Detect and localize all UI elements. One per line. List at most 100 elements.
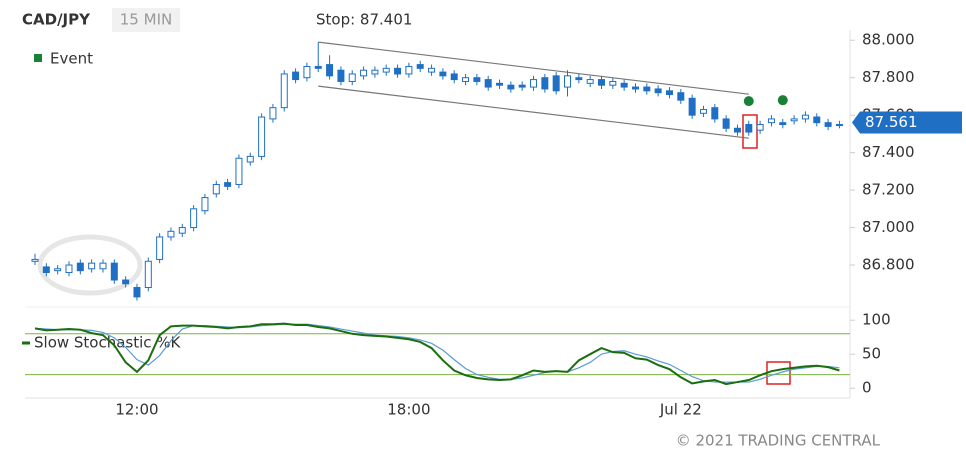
event-marker bbox=[777, 95, 788, 106]
candle-body bbox=[699, 109, 707, 114]
chart-subtitle: 15 MIN bbox=[120, 11, 172, 29]
candle-body bbox=[212, 183, 220, 195]
candle-body bbox=[88, 262, 96, 270]
candle-body bbox=[144, 260, 152, 289]
x-tick-label: 18:00 bbox=[387, 401, 430, 419]
candle-body bbox=[530, 79, 538, 88]
candle-body bbox=[835, 124, 843, 127]
candle-body bbox=[326, 64, 334, 77]
candle-body bbox=[428, 67, 436, 73]
candle-body bbox=[711, 107, 719, 120]
candle-body bbox=[31, 258, 39, 262]
last-price-label: 87.561 bbox=[865, 113, 918, 131]
legend-label: Event bbox=[50, 50, 93, 68]
candle-body bbox=[156, 236, 164, 260]
subtitle-box bbox=[112, 8, 180, 32]
candle-body bbox=[416, 64, 424, 69]
candle-body bbox=[382, 67, 390, 73]
candle-body bbox=[269, 107, 277, 120]
annotation: Stop: 87.401 bbox=[316, 11, 412, 29]
candle-body bbox=[246, 155, 254, 163]
candle-body bbox=[258, 116, 266, 157]
candle-body bbox=[801, 114, 809, 120]
candle-body bbox=[518, 84, 526, 88]
candle-body bbox=[462, 77, 470, 82]
candle-body bbox=[598, 79, 605, 86]
watermark bbox=[37, 234, 143, 296]
candle-body bbox=[405, 65, 413, 75]
candle-body bbox=[133, 287, 141, 298]
candle-body bbox=[122, 279, 130, 285]
chart-title: CAD/JPY bbox=[22, 11, 91, 29]
legend-label: Slow Stochastic %K bbox=[34, 334, 182, 352]
candle-body bbox=[178, 227, 186, 234]
series-line bbox=[34, 322, 840, 386]
candle-body bbox=[54, 268, 62, 272]
highlight-box bbox=[742, 114, 758, 149]
candle-body bbox=[190, 208, 198, 229]
legend-swatch bbox=[34, 54, 42, 62]
candle-body bbox=[688, 97, 696, 116]
candle-body bbox=[620, 82, 628, 88]
x-tick-label: 12:00 bbox=[115, 401, 158, 419]
candle-body bbox=[224, 182, 232, 187]
candle-body bbox=[280, 73, 288, 109]
candle-body bbox=[99, 262, 107, 270]
candle-body bbox=[76, 262, 84, 272]
candle-body bbox=[65, 264, 73, 274]
candle-body bbox=[42, 266, 50, 274]
candle-body bbox=[654, 88, 662, 94]
last-price-box bbox=[852, 111, 962, 134]
x-tick-label: Jul 22 bbox=[659, 401, 702, 419]
y-tick-label: 88.000 bbox=[862, 31, 915, 49]
y-tick-label: 87.000 bbox=[862, 218, 915, 236]
candle-body bbox=[643, 86, 651, 92]
candle-body bbox=[813, 116, 821, 124]
candle-body bbox=[564, 75, 572, 88]
candle-body bbox=[586, 79, 594, 84]
candle-body bbox=[371, 69, 379, 75]
candle-body bbox=[484, 79, 492, 88]
candle-body bbox=[733, 127, 741, 133]
y-tick-label: 87.200 bbox=[862, 181, 915, 199]
channel-line bbox=[318, 85, 749, 139]
candle-body bbox=[201, 197, 209, 212]
candle-body bbox=[360, 69, 368, 77]
candle-body bbox=[665, 90, 673, 96]
y-tick-label: 87.800 bbox=[862, 68, 915, 86]
candle-body bbox=[167, 230, 175, 238]
candle-body bbox=[110, 262, 118, 281]
candle-body bbox=[496, 82, 504, 86]
footer: © 2021 TRADING CENTRAL bbox=[676, 432, 881, 450]
candle-body bbox=[767, 118, 775, 124]
candle-body bbox=[541, 77, 549, 90]
candle-body bbox=[314, 65, 322, 69]
candle-body bbox=[824, 122, 832, 127]
event-marker bbox=[743, 96, 754, 107]
candle-body bbox=[779, 122, 787, 126]
candle-body bbox=[722, 118, 730, 129]
y-tick-label: 50 bbox=[862, 345, 881, 363]
candle-body bbox=[745, 124, 753, 133]
candle-body bbox=[609, 80, 617, 86]
y-tick-label: 0 bbox=[862, 379, 872, 397]
candle-body bbox=[348, 73, 356, 82]
candle-body bbox=[507, 84, 515, 90]
y-tick-label: 87.400 bbox=[862, 143, 915, 161]
channel-line bbox=[318, 41, 749, 95]
candle-body bbox=[631, 86, 639, 90]
candle-body bbox=[677, 92, 685, 101]
candle-body bbox=[575, 77, 583, 81]
y-tick-label: 100 bbox=[862, 311, 891, 329]
y-tick-label: 86.800 bbox=[862, 256, 915, 274]
candle-body bbox=[439, 71, 447, 77]
candle-body bbox=[450, 73, 458, 81]
candle-body bbox=[394, 67, 402, 75]
candle-body bbox=[756, 124, 764, 131]
candle-body bbox=[473, 77, 481, 82]
candle-body bbox=[292, 71, 300, 81]
candle-body bbox=[337, 69, 345, 82]
candle-body bbox=[552, 75, 560, 92]
candle-body bbox=[235, 157, 243, 185]
